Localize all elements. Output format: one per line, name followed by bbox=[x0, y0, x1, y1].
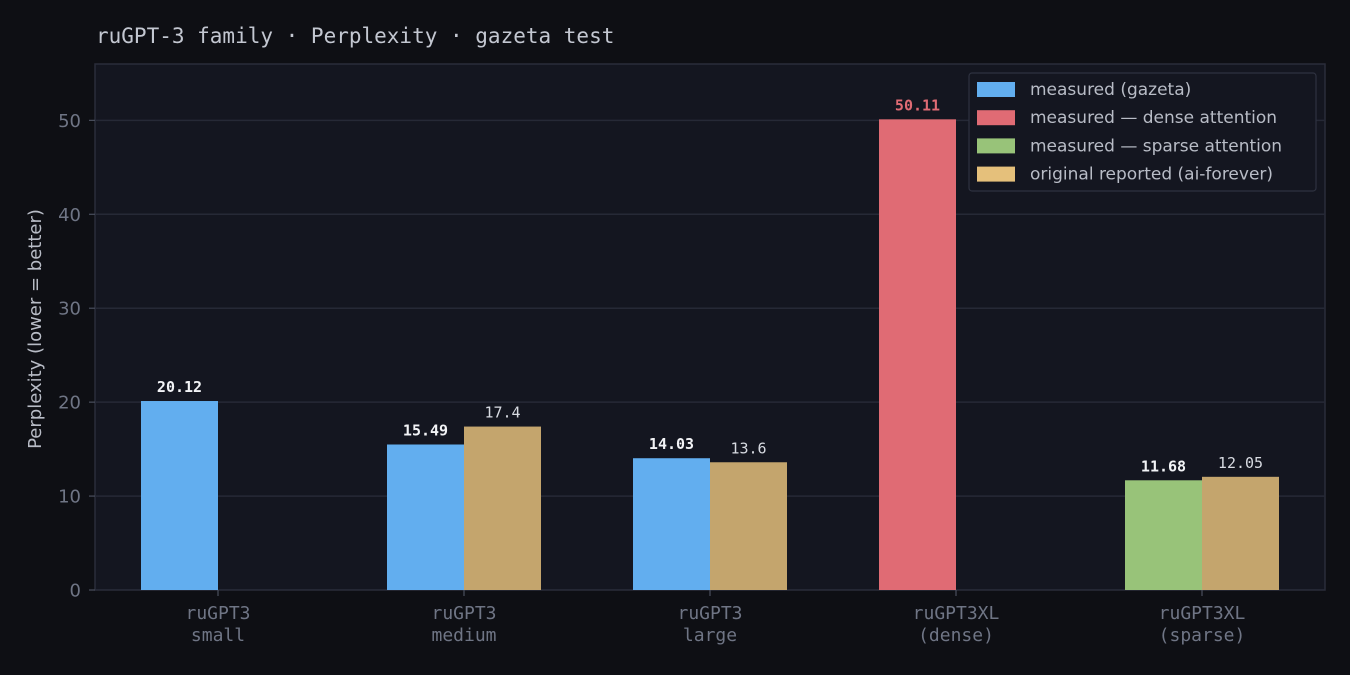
value-label-1-series-3: 17.4 bbox=[484, 404, 520, 422]
y-tick-label-20: 20 bbox=[58, 393, 81, 414]
y-axis: 0 10 20 30 40 50 bbox=[58, 111, 95, 602]
x-tick-label-4-line-1: (sparse) bbox=[1159, 625, 1246, 646]
value-label-2-series-3: 13.6 bbox=[730, 439, 766, 457]
y-tick-label-0: 0 bbox=[70, 581, 81, 602]
y-tick-label-50: 50 bbox=[58, 111, 81, 132]
y-tick-label-10: 10 bbox=[58, 487, 81, 508]
value-label-2-series-0: 14.03 bbox=[649, 435, 694, 453]
legend-swatch-2 bbox=[977, 138, 1015, 154]
x-tick-label-3-line-1: (dense) bbox=[918, 625, 994, 646]
y-axis-label: Perplexity (lower = better) bbox=[25, 209, 46, 449]
legend-box bbox=[968, 72, 1317, 192]
value-label-4-series-3: 12.05 bbox=[1218, 454, 1263, 472]
legend-swatch-1 bbox=[977, 110, 1015, 126]
legend: measured (gazeta) measured — dense attent… bbox=[968, 72, 1317, 192]
x-tick-label-1-line-0: ruGPT3 bbox=[431, 603, 496, 624]
legend-swatch-3 bbox=[977, 166, 1015, 182]
x-axis: ruGPT3smallruGPT3mediumruGPT3largeruGPT3… bbox=[185, 590, 1246, 646]
bar-1-series-0 bbox=[387, 444, 464, 590]
x-tick-label-2-line-1: large bbox=[683, 625, 737, 646]
bar-1-series-3 bbox=[464, 426, 541, 590]
x-tick-label-0-line-0: ruGPT3 bbox=[185, 603, 250, 624]
x-tick-label-3-line-0: ruGPT3XL bbox=[913, 603, 1000, 624]
bar-3-series-1 bbox=[879, 119, 956, 591]
legend-label-0: measured (gazeta) bbox=[1030, 80, 1191, 100]
legend-label-1: measured — dense attention bbox=[1030, 108, 1277, 128]
x-tick-label-0-line-1: small bbox=[191, 625, 245, 646]
chart-title: ruGPT-3 family · Perplexity · gazeta tes… bbox=[96, 24, 614, 48]
y-tick-label-40: 40 bbox=[58, 205, 81, 226]
legend-label-2: measured — sparse attention bbox=[1030, 136, 1282, 156]
bar-2-series-3 bbox=[710, 462, 787, 590]
value-label-0-series-0: 20.12 bbox=[157, 378, 202, 396]
bars bbox=[141, 119, 1279, 591]
legend-label-3: original reported (ai-forever) bbox=[1030, 165, 1273, 185]
bar-0-series-0 bbox=[141, 401, 218, 590]
value-label-4-series-2: 11.68 bbox=[1141, 457, 1186, 475]
bar-4-series-3 bbox=[1202, 476, 1279, 590]
bar-4-series-2 bbox=[1125, 480, 1202, 590]
x-tick-label-4-line-0: ruGPT3XL bbox=[1159, 603, 1246, 624]
bar-2-series-0 bbox=[633, 458, 710, 590]
value-labels: 20.12 15.49 17.4 14.03 13.6 50.11 11.68 12.05 bbox=[157, 96, 1263, 475]
x-tick-label-1-line-1: medium bbox=[431, 625, 496, 646]
legend-swatch-0 bbox=[977, 82, 1015, 97]
x-tick-label-2-line-0: ruGPT3 bbox=[677, 603, 742, 624]
value-label-3-series-1: 50.11 bbox=[895, 96, 940, 114]
y-tick-label-30: 30 bbox=[58, 299, 81, 320]
value-label-1-series-0: 15.49 bbox=[403, 422, 448, 440]
